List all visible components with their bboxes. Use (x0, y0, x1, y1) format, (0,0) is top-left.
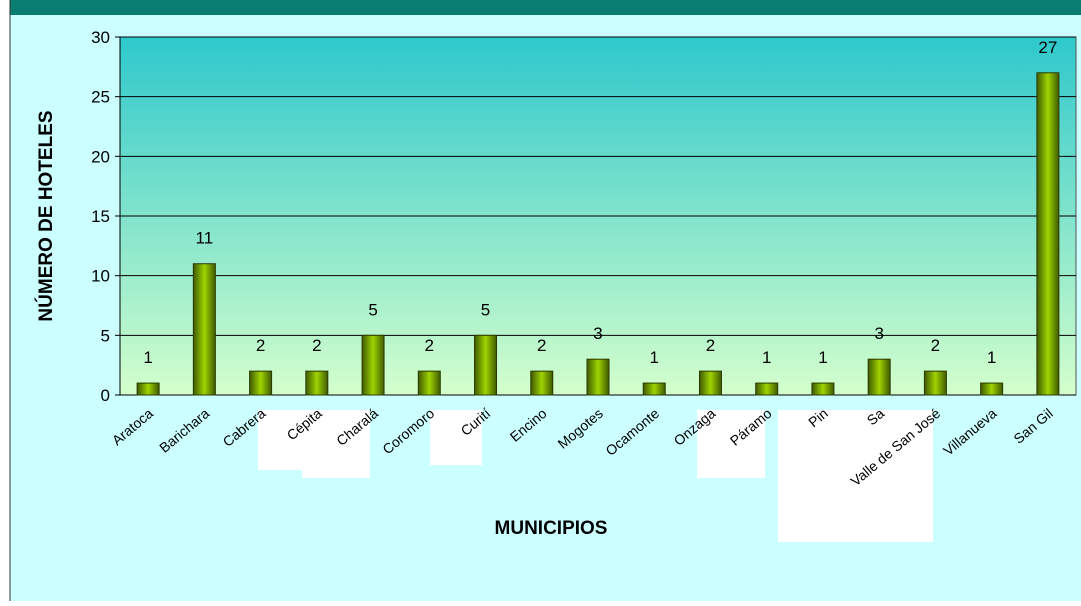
value-label: 1 (143, 348, 152, 367)
value-label: 2 (537, 336, 546, 355)
value-label: 5 (368, 300, 377, 319)
bar (755, 382, 779, 396)
bar (586, 358, 610, 396)
value-label: 3 (593, 324, 602, 343)
y-tick-label: 30 (91, 28, 110, 47)
value-label: 2 (931, 336, 940, 355)
bar (923, 370, 947, 396)
value-label: 2 (256, 336, 265, 355)
value-label: 2 (312, 336, 321, 355)
y-tick-label: 10 (91, 267, 110, 286)
label-cover (258, 410, 306, 470)
value-label: 2 (425, 336, 434, 355)
bar (1036, 72, 1060, 396)
y-tick-label: 20 (91, 147, 110, 166)
value-label: 1 (818, 348, 827, 367)
value-label: 2 (706, 336, 715, 355)
bar (305, 370, 329, 396)
label-cover (430, 410, 482, 465)
bar (530, 370, 554, 396)
value-label: 1 (650, 348, 659, 367)
value-label: 1 (762, 348, 771, 367)
value-label: 11 (196, 229, 214, 248)
y-axis-title: NÚMERO DE HOTELES (35, 110, 57, 321)
bar (642, 382, 666, 396)
bar (811, 382, 835, 396)
y-tick-label: 15 (91, 207, 110, 226)
label-cover (697, 410, 765, 478)
bar (980, 382, 1004, 396)
bar (136, 382, 160, 396)
y-tick-label: 25 (91, 88, 110, 107)
value-label: 5 (481, 300, 490, 319)
bar (417, 370, 441, 396)
bar (867, 358, 891, 396)
label-cover (778, 410, 933, 542)
top-strip (10, 0, 1081, 15)
bar (249, 370, 273, 396)
value-label: 1 (987, 348, 996, 367)
bar (474, 334, 498, 396)
value-label: 27 (1038, 38, 1057, 57)
y-tick-label: 5 (101, 326, 110, 345)
x-axis-title: MUNICIPIOS (495, 518, 608, 539)
y-tick-label: 0 (101, 386, 110, 405)
bar (698, 370, 722, 396)
value-label: 3 (874, 324, 883, 343)
bar (361, 334, 385, 396)
bar (192, 263, 216, 396)
label-cover (302, 410, 370, 478)
